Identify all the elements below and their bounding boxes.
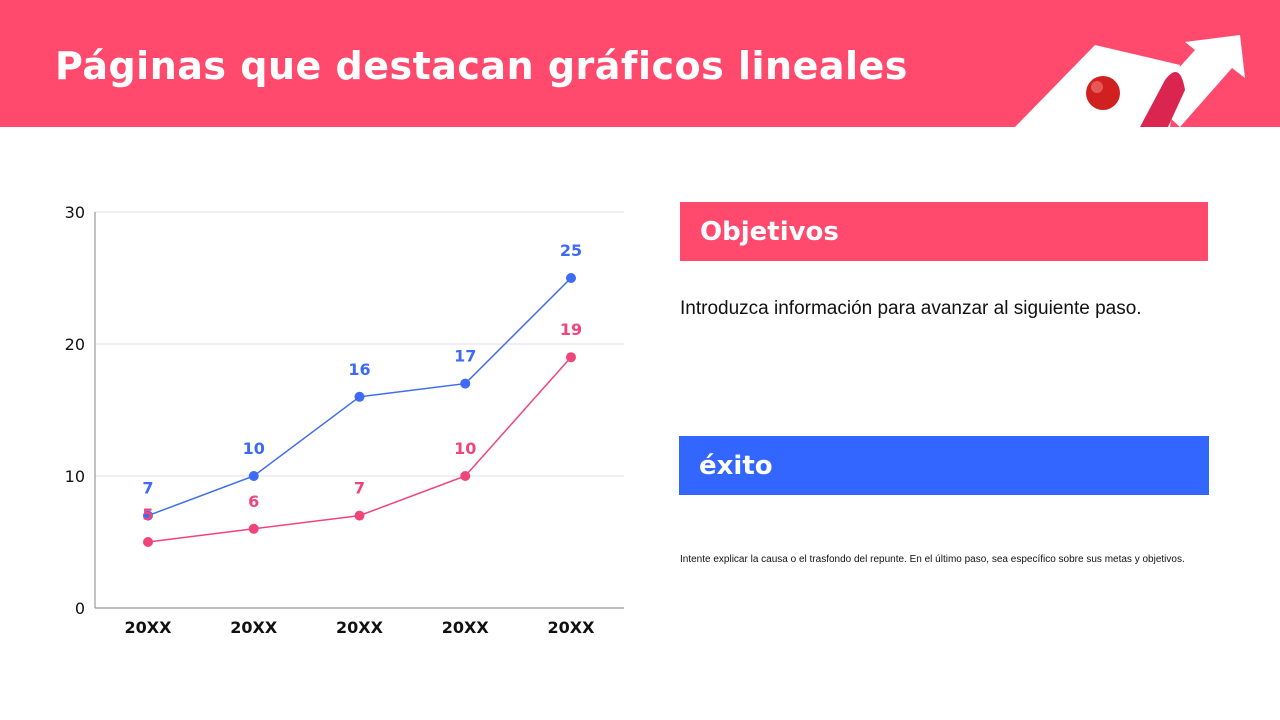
x-tick-label: 20XX xyxy=(125,618,173,637)
line-chart: 0 10 20 30 20XX 20XX 20XX 20XX 20XX 7 10 16 17 25 5 6 7 1… xyxy=(65,203,624,637)
objetivos-heading: Objetivos xyxy=(680,202,1208,261)
objetivos-text: Introduzca información para avanzar al s… xyxy=(680,298,1142,319)
data-label: 10 xyxy=(243,439,265,458)
x-tick-label: 20XX xyxy=(442,618,490,637)
page-title: Páginas que destacan gráficos lineales xyxy=(55,44,908,88)
data-point xyxy=(566,273,576,283)
data-label: 17 xyxy=(454,347,476,366)
data-label: 5 xyxy=(142,505,153,524)
data-label: 7 xyxy=(354,479,365,498)
data-point xyxy=(460,471,471,481)
data-point xyxy=(566,352,576,363)
data-point xyxy=(354,510,365,521)
data-label: 7 xyxy=(142,479,153,498)
data-label: 10 xyxy=(454,439,476,458)
y-tick-label: 0 xyxy=(75,599,85,618)
exito-heading: éxito xyxy=(679,436,1209,495)
data-point xyxy=(143,510,153,521)
x-tick-label: 20XX xyxy=(336,618,384,637)
data-label: 6 xyxy=(248,492,259,511)
data-label: 16 xyxy=(348,360,370,379)
exito-text: Intente explicar la causa o el trasfondo… xyxy=(680,554,1185,565)
x-tick-label: 20XX xyxy=(230,618,278,637)
data-point xyxy=(248,471,259,481)
x-tick-label: 20XX xyxy=(548,618,596,637)
data-label: 25 xyxy=(560,241,582,260)
data-point xyxy=(354,391,365,402)
data-label: 19 xyxy=(560,320,582,339)
y-tick-label: 20 xyxy=(65,335,85,354)
data-point xyxy=(460,378,471,389)
data-point xyxy=(248,523,259,534)
y-tick-label: 10 xyxy=(65,467,85,486)
y-tick-label: 30 xyxy=(65,203,85,222)
data-point xyxy=(143,537,153,547)
upward-arrow-with-ball-icon xyxy=(1015,35,1245,127)
